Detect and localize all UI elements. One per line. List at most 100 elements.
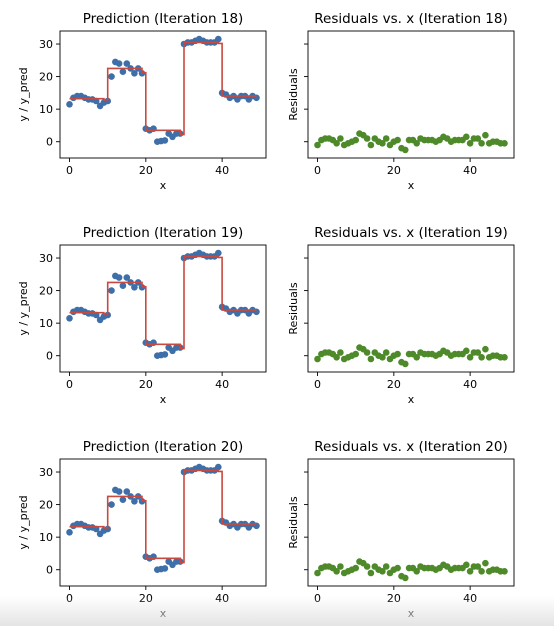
data-point: [501, 140, 508, 147]
data-point: [413, 568, 421, 575]
data-point: [482, 131, 489, 139]
data-point: [115, 60, 123, 67]
data-point: [379, 568, 386, 575]
chart-panel: Prediction (Iteration 19) 0 20 40 0 10 20 30 x y …: [17, 225, 267, 406]
data-point: [352, 136, 360, 144]
x-tick-label: 20: [387, 164, 401, 177]
data-point: [352, 564, 360, 572]
data-point: [363, 563, 371, 570]
data-point: [466, 354, 474, 361]
x-axis-label: x: [408, 393, 415, 406]
data-point: [402, 360, 409, 368]
y-tick-label: 20: [39, 285, 53, 298]
data-point: [402, 574, 409, 582]
chart-panel: Residuals vs. x (Iteration 20) 0 20 40 x Resi…: [287, 439, 515, 620]
data-point: [161, 137, 169, 144]
chart-panel: Prediction (Iteration 20) 0 20 40 0 10 20 30 x y …: [17, 439, 267, 620]
data-point: [413, 140, 421, 147]
data-point: [363, 349, 371, 356]
x-tick-label: 40: [215, 164, 229, 177]
y-tick-label: 0: [46, 350, 53, 363]
data-point: [314, 569, 321, 577]
y-axis-label: y / y_pred: [17, 281, 30, 335]
data-point: [66, 315, 73, 322]
chart-panel: Prediction (Iteration 18) 0 20 40 0 10 20 30 x y …: [17, 11, 267, 192]
data-point: [379, 354, 386, 361]
data-point: [131, 498, 138, 505]
data-point: [131, 284, 138, 291]
data-point: [119, 496, 127, 504]
data-point: [215, 249, 222, 257]
data-point: [463, 347, 470, 355]
chart-title: Residuals vs. x (Iteration 19): [314, 225, 508, 241]
axes-frame: [307, 458, 515, 587]
data-point: [363, 135, 371, 142]
data-point: [474, 135, 482, 142]
y-tick-label: 10: [39, 103, 53, 116]
data-point: [466, 140, 474, 147]
data-point: [379, 140, 386, 147]
y-tick-label: 20: [39, 499, 53, 512]
data-point: [501, 568, 508, 575]
data-point: [367, 355, 375, 363]
data-point: [123, 60, 131, 67]
data-point: [394, 564, 401, 572]
y-axis-label: y / y_pred: [17, 67, 30, 121]
data-point: [123, 488, 131, 495]
prediction-line: [69, 469, 257, 564]
axes-frame: [59, 458, 267, 587]
y-tick-label: 0: [46, 564, 53, 577]
x-tick-label: 0: [66, 378, 73, 391]
x-tick-label: 0: [314, 164, 321, 177]
prediction-line: [69, 255, 257, 350]
x-tick-label: 20: [139, 592, 153, 605]
x-axis-label: x: [160, 179, 167, 192]
y-axis-label: y / y_pred: [17, 495, 30, 549]
data-point: [474, 349, 482, 356]
data-point: [413, 354, 421, 361]
data-point: [108, 287, 115, 294]
data-point: [108, 501, 115, 508]
data-point: [482, 345, 489, 353]
data-point: [394, 350, 401, 358]
x-axis-label: x: [408, 607, 415, 620]
data-point: [115, 274, 123, 281]
axes-frame: [307, 30, 515, 159]
y-tick-label: 30: [39, 466, 53, 479]
data-point: [333, 354, 340, 361]
data-point: [463, 133, 470, 141]
y-axis-label: Residuals: [287, 282, 300, 334]
y-tick-label: 10: [39, 531, 53, 544]
data-point: [382, 563, 390, 570]
y-axis-label: Residuals: [287, 496, 300, 548]
data-point: [337, 135, 344, 142]
x-tick-label: 40: [463, 378, 477, 391]
data-point: [115, 488, 123, 495]
data-point: [337, 349, 344, 356]
y-tick-label: 30: [39, 38, 53, 51]
data-point: [119, 68, 127, 75]
data-point: [352, 350, 360, 358]
x-tick-label: 0: [66, 164, 73, 177]
prediction-line: [69, 41, 257, 136]
y-axis-label: Residuals: [287, 68, 300, 120]
x-tick-label: 40: [463, 592, 477, 605]
x-tick-label: 20: [139, 164, 153, 177]
chart-title: Residuals vs. x (Iteration 20): [314, 439, 508, 455]
data-point: [478, 354, 485, 361]
chart-title: Prediction (Iteration 19): [83, 225, 244, 241]
x-tick-label: 20: [139, 378, 153, 391]
data-point: [394, 136, 401, 144]
x-tick-label: 0: [314, 378, 321, 391]
data-point: [215, 463, 222, 471]
x-axis-label: x: [160, 393, 167, 406]
axes-frame: [59, 244, 267, 373]
x-tick-label: 20: [387, 592, 401, 605]
y-tick-label: 10: [39, 317, 53, 330]
x-axis-label: x: [408, 179, 415, 192]
data-point: [131, 70, 138, 77]
data-point: [123, 274, 131, 281]
chart-panel: Residuals vs. x (Iteration 18) 0 20 40 x Resi…: [287, 11, 515, 192]
chart-panel: Residuals vs. x (Iteration 19) 0 20 40 x Resi…: [287, 225, 515, 406]
axes-frame: [307, 244, 515, 373]
